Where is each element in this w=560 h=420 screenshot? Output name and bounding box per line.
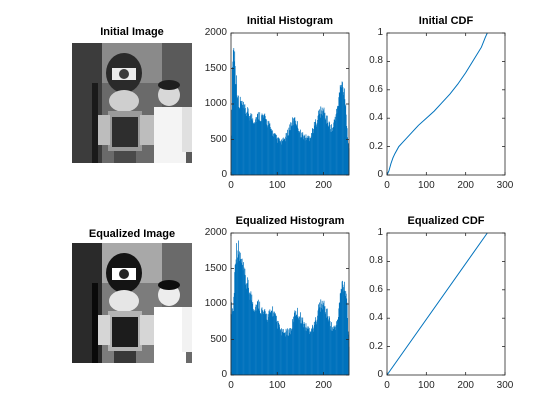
y-tick-label: 2000 [204,227,227,238]
y-tick-label: 1 [377,227,383,238]
x-tick-label: 300 [496,380,514,391]
equalized-image [72,243,192,363]
y-tick-label: 0.4 [369,312,383,324]
x-tick-label: 0 [228,180,234,191]
x-tick-label: 0 [384,180,390,191]
y-tick-label: 1000 [204,298,227,309]
cdf-line [386,32,488,176]
equalized-cdf-title: Equalized CDF [407,215,485,227]
x-tick-label: 0 [384,380,390,391]
cdf-line [386,232,488,376]
equalized-photo-drawing [72,243,192,363]
y-tick-label: 1500 [204,62,227,74]
initial-photo-drawing [72,43,192,163]
y-tick-label: 1 [377,27,383,38]
x-tick-label: 100 [268,380,286,391]
y-tick-label: 1000 [204,98,227,109]
y-tick-label: 0 [377,169,383,180]
y-tick-label: 2000 [204,27,227,38]
equalized-image-title: Equalized Image [88,228,176,240]
y-tick-label: 0.8 [369,55,383,67]
x-tick-label: 200 [315,380,332,391]
axes-frame [386,232,506,376]
y-tick-label: 0.2 [369,340,383,352]
x-tick-label: 200 [457,380,474,391]
initial-image [72,43,192,163]
y-tick-label: 0 [221,369,227,380]
y-tick-label: 1500 [204,262,227,274]
y-tick-label: 0.6 [369,283,383,295]
initial-cdf-title: Initial CDF [418,15,474,27]
x-tick-label: 100 [268,180,286,191]
y-tick-label: 0.4 [369,112,383,124]
x-tick-label: 0 [228,380,234,391]
y-tick-label: 0.6 [369,83,383,95]
axes-frame [386,32,506,176]
y-tick-label: 500 [210,333,227,345]
y-tick-label: 0.8 [369,255,383,267]
y-tick-label: 0 [377,369,383,380]
y-tick-label: 0.2 [369,140,383,152]
x-tick-label: 200 [457,180,474,191]
x-tick-label: 300 [496,180,514,191]
initial-histogram-title: Initial Histogram [246,15,334,27]
x-tick-label: 200 [315,180,332,191]
x-tick-label: 100 [417,180,435,191]
y-tick-label: 500 [210,133,227,145]
equalized-histogram-title: Equalized Histogram [235,215,345,227]
x-tick-label: 100 [417,380,435,391]
y-tick-label: 0 [221,169,227,180]
initial-image-title: Initial Image [100,26,164,38]
